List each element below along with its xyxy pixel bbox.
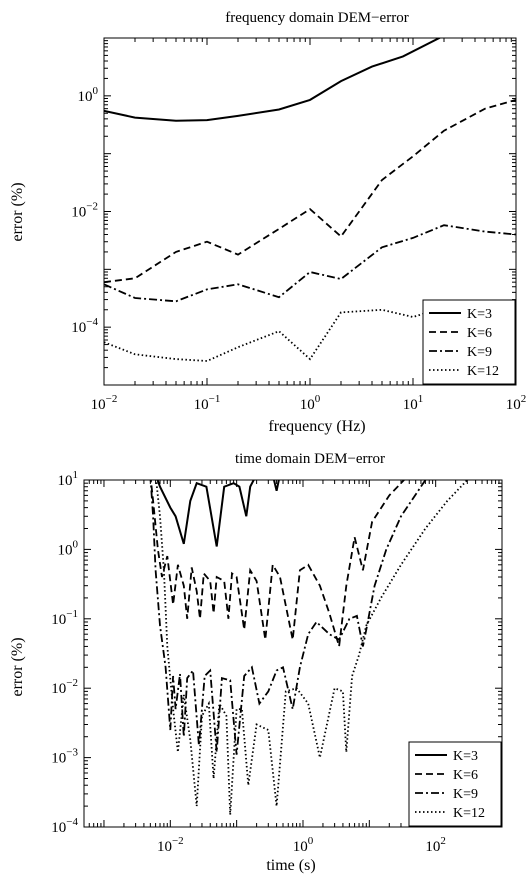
tick-label-base: 10 <box>71 205 86 221</box>
tick-label-exponent: −2 <box>86 201 98 213</box>
chart-title: time domain DEM−error <box>235 451 385 467</box>
tick-label-base: 10 <box>194 397 209 413</box>
tick-label-exponent: 0 <box>73 538 79 550</box>
tick-label-exponent: −1 <box>66 608 78 620</box>
series-line-k9 <box>104 224 516 303</box>
tick-label-exponent: 2 <box>521 393 527 405</box>
x-tick-label: 102 <box>506 393 527 413</box>
tick-label-base: 10 <box>51 751 66 767</box>
y-tick-label: 100 <box>78 85 99 105</box>
series-line-k6 <box>104 99 516 284</box>
series-line-k6 <box>149 480 406 647</box>
x-tick-label: 102 <box>425 835 446 855</box>
series-line-k12 <box>104 306 516 362</box>
y-axis-label: error (%) <box>9 637 26 696</box>
y-tick-label: 10−2 <box>71 201 98 221</box>
y-tick-label: 10−4 <box>51 816 78 836</box>
x-tick-label: 10−2 <box>157 835 184 855</box>
legend: K=3 K=6 K=9 K=12 <box>408 741 502 827</box>
y-tick-label: 10−1 <box>51 608 78 628</box>
tick-label-base: 10 <box>157 839 172 855</box>
tick-label-base: 10 <box>506 397 521 413</box>
tick-label-exponent: −2 <box>106 393 118 405</box>
tick-label-exponent: 1 <box>73 469 79 481</box>
x-tick-label: 101 <box>403 393 424 413</box>
tick-label-base: 10 <box>71 320 86 336</box>
legend-label: K=9 <box>467 345 492 360</box>
tick-label-base: 10 <box>300 397 315 413</box>
plot-lines <box>149 480 468 815</box>
legend-label: K=3 <box>453 749 478 764</box>
y-tick-label: 101 <box>58 469 79 489</box>
tick-label-base: 10 <box>51 681 66 697</box>
tick-label-exponent: −2 <box>172 835 184 847</box>
legend-label: K=3 <box>467 307 492 322</box>
series-line-k3 <box>156 480 280 547</box>
x-axis-label: time (s) <box>266 857 315 874</box>
tick-label-exponent: −3 <box>66 747 78 759</box>
x-tick-label: 100 <box>300 393 321 413</box>
tick-label-exponent: 0 <box>308 835 314 847</box>
tick-label-exponent: −2 <box>66 677 78 689</box>
legend-label: K=9 <box>453 787 478 802</box>
tick-label-base: 10 <box>58 473 73 489</box>
plot-lines <box>104 38 516 362</box>
series-line-k9 <box>149 480 427 755</box>
y-tick-label: 10−2 <box>51 677 78 697</box>
y-tick-label: 100 <box>58 538 79 558</box>
y-axis-label: error (%) <box>9 182 26 241</box>
tick-label-exponent: −1 <box>209 393 221 405</box>
frequency-domain-chart: frequency domain DEM−error frequency (Hz… <box>9 10 526 435</box>
tick-label-base: 10 <box>51 820 66 836</box>
tick-label-base: 10 <box>91 397 106 413</box>
tick-label-exponent: −4 <box>66 816 78 828</box>
tick-label-exponent: 0 <box>93 85 99 97</box>
x-tick-label: 10−1 <box>194 393 221 413</box>
legend-label: K=6 <box>467 326 492 341</box>
chart-title: frequency domain DEM−error <box>225 10 408 26</box>
y-tick-label: 10−3 <box>51 747 78 767</box>
legend-label: K=12 <box>453 806 485 821</box>
time-domain-chart: time domain DEM−error time (s) error (%)… <box>9 451 503 874</box>
legend-label: K=12 <box>467 364 499 379</box>
x-tick-label: 100 <box>293 835 314 855</box>
tick-label-exponent: 0 <box>315 393 321 405</box>
tick-label-base: 10 <box>403 397 418 413</box>
legend-label: K=6 <box>453 768 478 783</box>
tick-label-base: 10 <box>293 839 308 855</box>
tick-label-exponent: 2 <box>440 835 446 847</box>
series-line-k3 <box>104 38 442 122</box>
x-tick-label: 10−2 <box>91 393 118 413</box>
x-axis-label: frequency (Hz) <box>268 418 365 435</box>
tick-label-base: 10 <box>78 89 93 105</box>
tick-label-exponent: −4 <box>86 316 98 328</box>
tick-label-base: 10 <box>425 839 440 855</box>
tick-label-base: 10 <box>58 542 73 558</box>
legend: K=3 K=6 K=9 K=12 <box>422 299 516 385</box>
tick-label-base: 10 <box>51 612 66 628</box>
tick-label-exponent: 1 <box>418 393 424 405</box>
y-tick-label: 10−4 <box>71 316 98 336</box>
